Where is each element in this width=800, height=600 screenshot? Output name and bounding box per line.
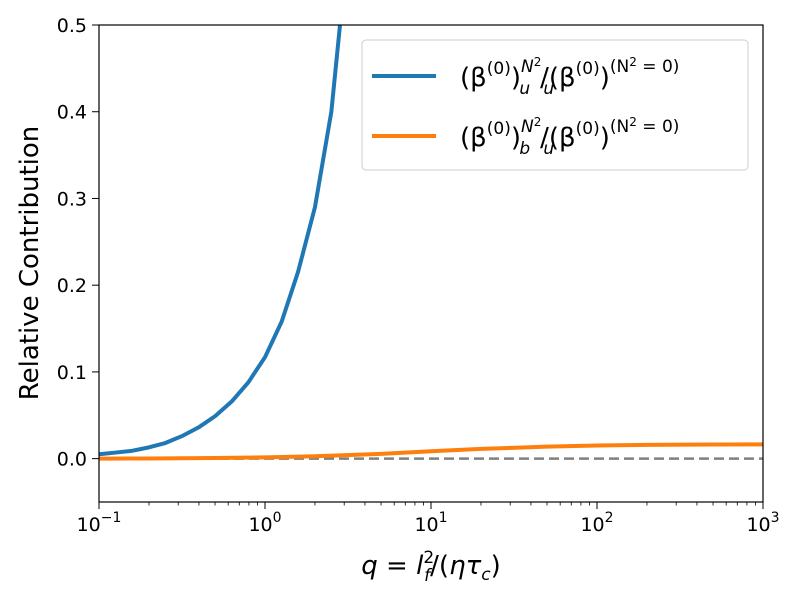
y-tick-label: 0.5 [57, 15, 87, 37]
legend0-sub: u [519, 79, 530, 99]
series-layer [99, 25, 763, 461]
legend1-sub2: u [543, 139, 554, 159]
legend1-sup4: (N [610, 117, 629, 137]
y-tick-label: 0.2 [57, 275, 87, 297]
x-title-q: q [361, 551, 378, 581]
x-axis-ticks: 10−1 100 101 102 103 [77, 502, 780, 536]
y-tick-label: 0.1 [57, 362, 87, 384]
legend1-sup4b: 2 [629, 115, 637, 129]
legend1-sup3: (0) [576, 119, 600, 139]
legend1-sup4c: = 0) [637, 117, 680, 137]
y-axis-title: Relative Contribution [15, 126, 45, 401]
legend0-sup1: (0) [487, 59, 511, 79]
x-title-eq: = [378, 551, 416, 581]
x-title-end: ) [491, 551, 501, 581]
legend0-rp2: ) [600, 63, 610, 93]
x-title-tau-sub: c [481, 565, 491, 585]
y-tick-label: 0.4 [57, 102, 87, 124]
series-line-1 [99, 442, 763, 461]
legend0-sub2: u [543, 79, 554, 99]
legend0-rp: ) [511, 63, 521, 93]
x-tick-label: 10−1 [77, 510, 122, 536]
legend1-sup-n: N [521, 117, 534, 137]
legend0-sup4c: = 0) [637, 57, 680, 77]
x-title-eta: η [449, 551, 465, 581]
plot-area [99, 25, 763, 461]
legend-label-0: (β(0))N2 u/(β(0))(N2 = 0) u [460, 55, 679, 99]
x-title-l-sup: 2 [423, 548, 434, 568]
legend1-slash: /(β [540, 123, 576, 153]
legend0-sup4: (N [610, 57, 629, 77]
y-axis-ticks: 0.0 0.1 0.2 0.3 0.4 0.5 [57, 15, 99, 471]
legend1-sup1: (0) [487, 119, 511, 139]
x-title-l-sub: f [424, 566, 433, 586]
legend0-sup4b: 2 [629, 55, 637, 69]
legend1-rp: ) [511, 123, 521, 153]
legend-box [361, 39, 749, 171]
x-title-tau: τ [466, 551, 482, 581]
x-tick-label: 101 [414, 510, 447, 536]
legend1-base: (β [460, 123, 487, 153]
y-tick-label: 0.3 [57, 188, 87, 210]
legend0-base: (β [460, 63, 487, 93]
y-tick-label: 0.0 [57, 449, 87, 471]
legend-label-1: (β(0))N2 b/(β(0))(N2 = 0) u [460, 115, 679, 159]
legend0-sup3: (0) [576, 59, 600, 79]
x-tick-label: 103 [746, 510, 779, 536]
legend0-sup-2: 2 [534, 55, 542, 69]
legend1-sub: b [519, 139, 530, 159]
x-tick-label: 100 [248, 510, 281, 536]
legend1-sup-2: 2 [534, 115, 542, 129]
x-title-mid: /( [430, 551, 449, 581]
legend0-sup-n: N [521, 57, 534, 77]
x-axis-title: q = l2 f/(ητc) [361, 548, 500, 586]
legend: (β(0))N2 u/(β(0))(N2 = 0) u (β(0))N2 b/(β(0… [361, 39, 749, 171]
series-line-0 [99, 25, 342, 457]
legend1-rp2: ) [600, 123, 610, 153]
legend0-slash: /(β [540, 63, 576, 93]
x-tick-label: 102 [580, 510, 613, 536]
x-title-l: l [416, 551, 424, 581]
